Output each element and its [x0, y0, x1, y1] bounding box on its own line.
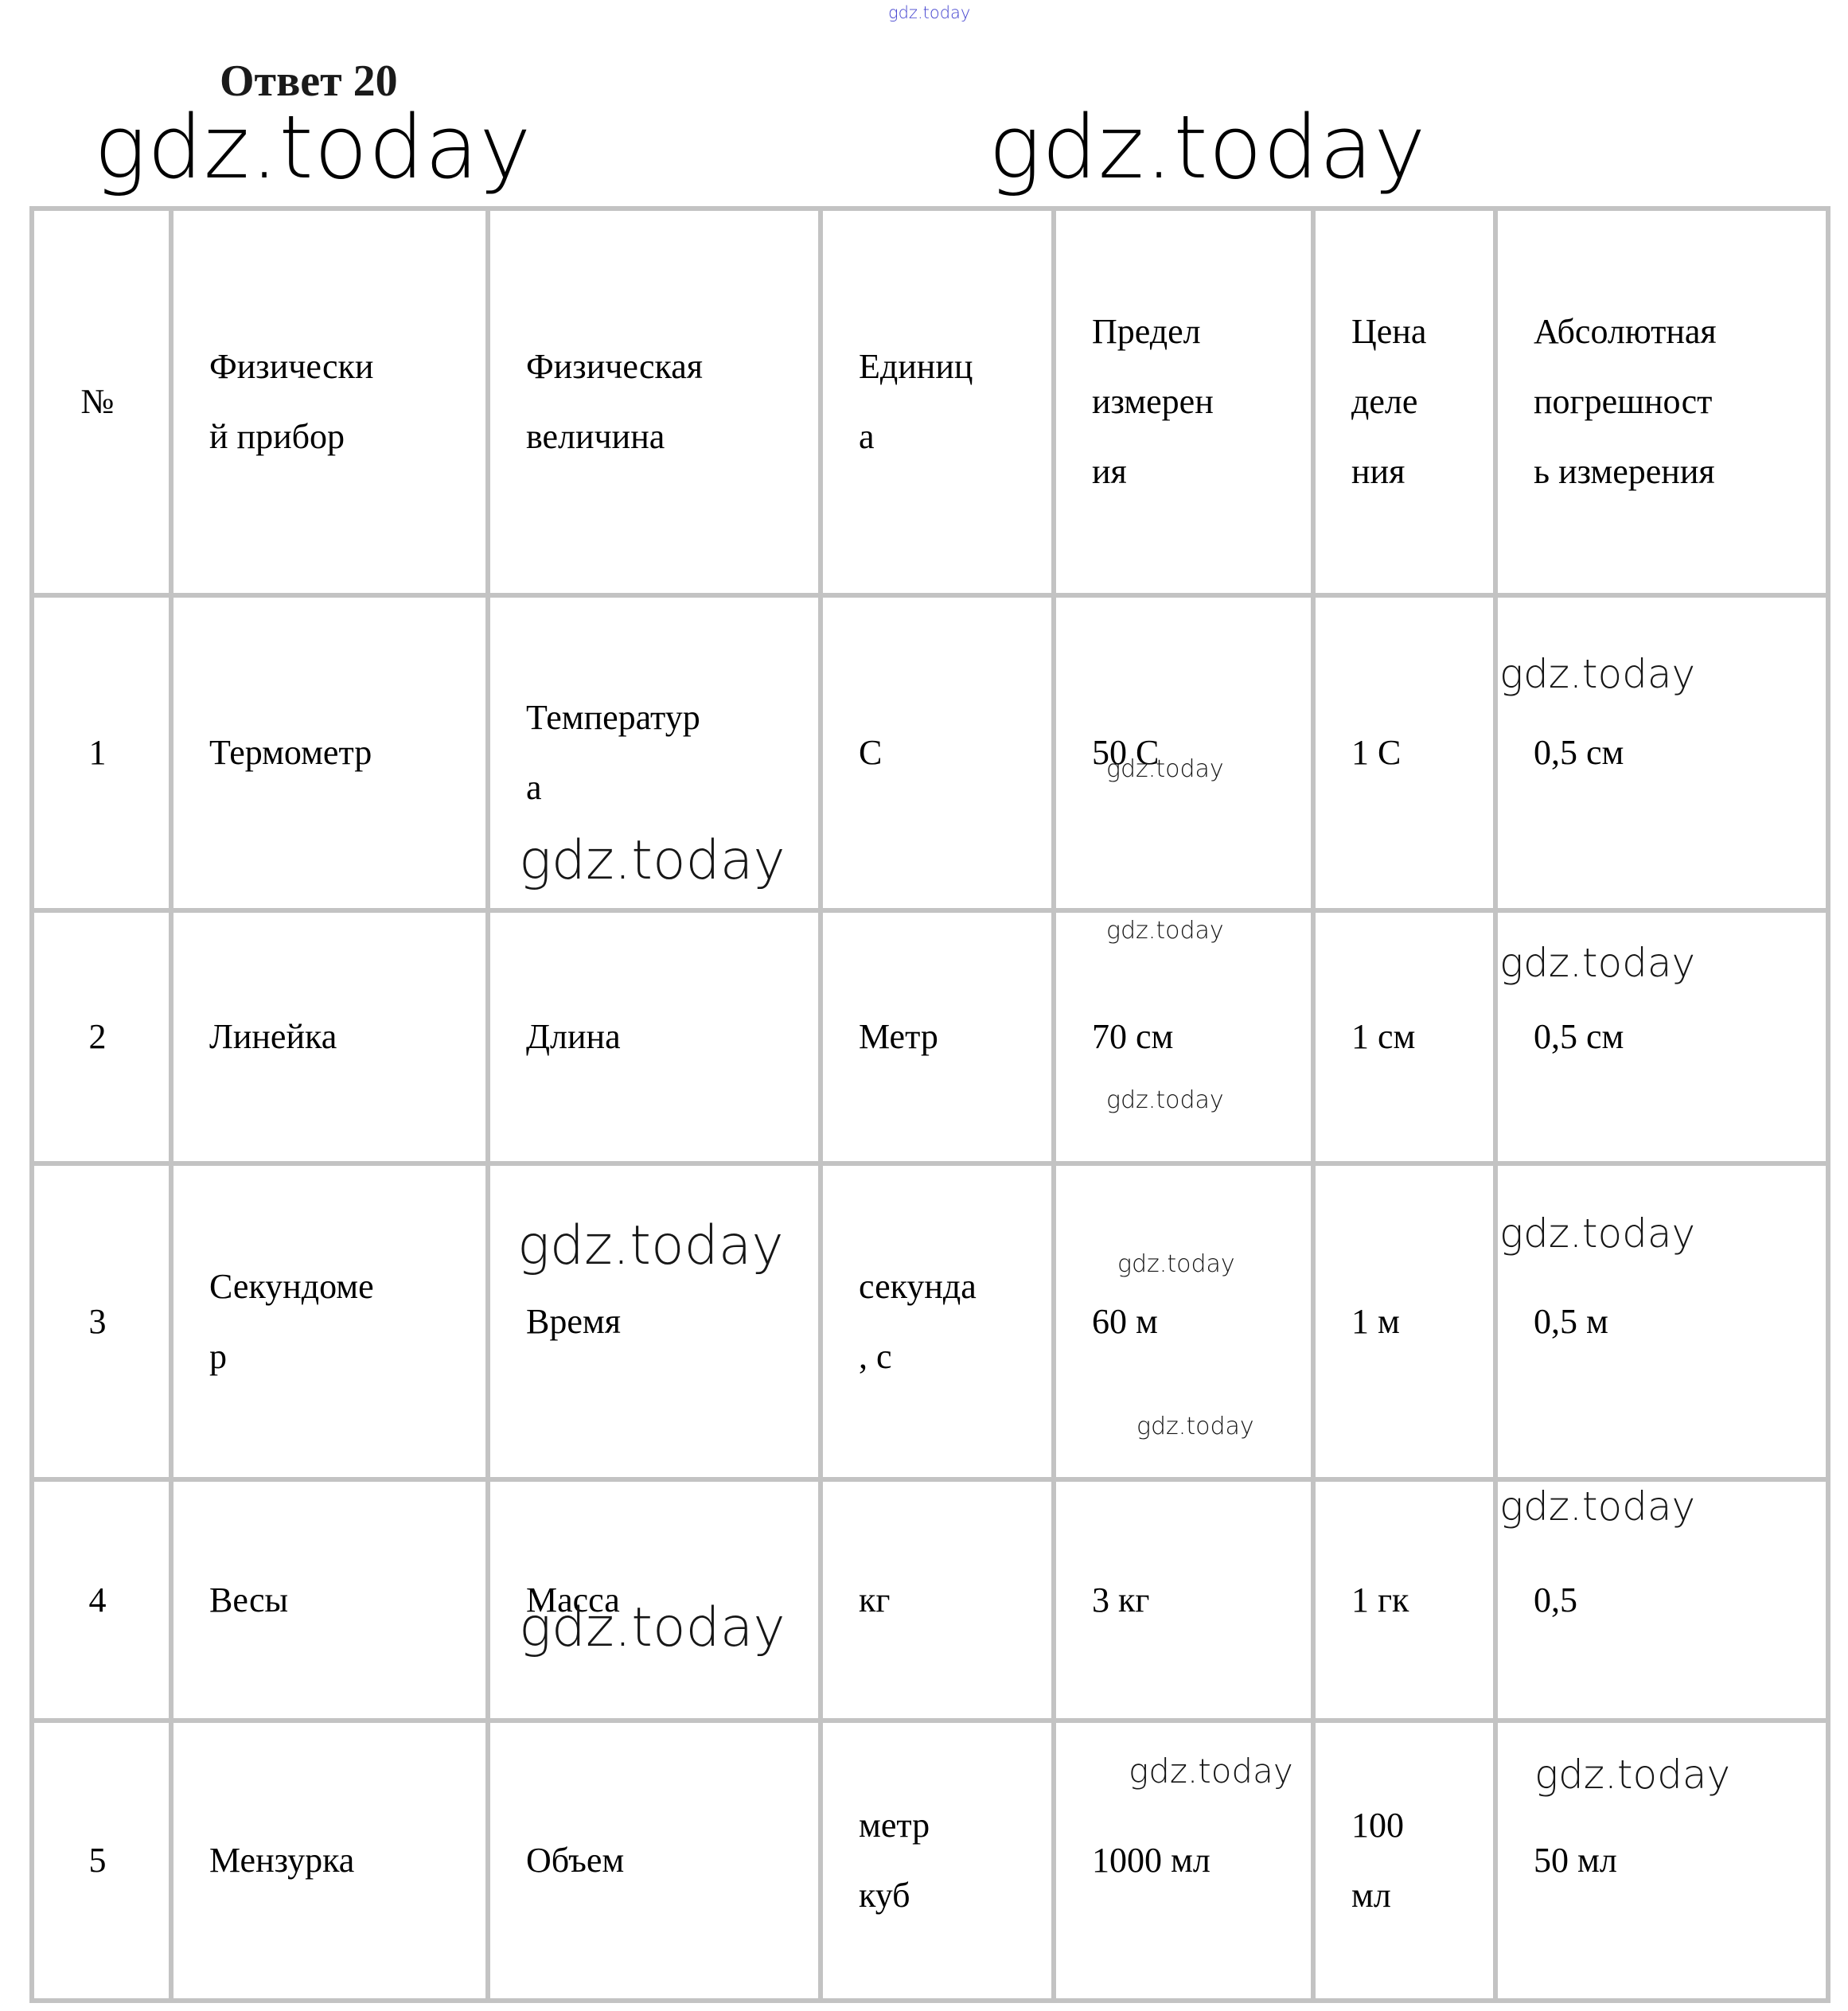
column-header-division: Цена деле ния: [1311, 206, 1498, 598]
cell-limit: 60 м: [1051, 1161, 1316, 1482]
cell-error: 0,5 см: [1493, 593, 1830, 913]
cell-quantity: Объем: [485, 1718, 823, 2003]
gdz-watermark: gdz.today: [1106, 1086, 1224, 1114]
gdz-watermark: gdz.today: [1106, 917, 1224, 945]
cell-limit: 1000 мл: [1051, 1718, 1316, 2003]
cell-quantity: Длина: [485, 908, 823, 1166]
column-header-device: Физически й прибор: [169, 206, 490, 598]
gdz-watermark: gdz.today: [519, 1596, 786, 1659]
cell-error: 0,5 см: [1493, 908, 1830, 1166]
cell-quantity: Время: [485, 1161, 823, 1482]
answer-title: Ответ 20: [220, 57, 398, 106]
cell-num: 4: [29, 1477, 173, 1723]
table-row: 4 Весы Масса кг 3 кг 1 гк 0,5: [29, 1477, 1830, 1723]
column-header-num: №: [29, 206, 173, 598]
column-header-error: Абсолютная погрешност ь измерения: [1493, 206, 1830, 598]
cell-unit: секунда, с: [818, 1161, 1056, 1482]
cell-device: Линейка: [169, 908, 490, 1166]
cell-division: 1 С: [1311, 593, 1498, 913]
cell-division: 1 гк: [1311, 1477, 1498, 1723]
cell-num: 2: [29, 908, 173, 1166]
gdz-watermark: gdz.today: [1117, 1250, 1235, 1278]
gdz-watermark: gdz.today: [1136, 1413, 1254, 1440]
cell-error: 50 мл: [1493, 1718, 1830, 2003]
gdz-watermark: gdz.today: [1106, 755, 1224, 783]
cell-limit: 50 С: [1051, 593, 1316, 913]
table-row: 5 Мензурка Объем метр куб 1000 мл 100 мл 50 мл: [29, 1718, 1830, 2003]
cell-device: Секундоме р: [169, 1161, 490, 1482]
gdz-watermark: gdz.today: [1534, 1752, 1731, 1798]
cell-unit: С: [818, 593, 1056, 913]
cell-device: Мензурка: [169, 1718, 490, 2003]
cell-num: 1: [29, 593, 173, 913]
gdz-watermark-top: gdz.today: [888, 3, 971, 22]
table-header-row: № Физически й прибор Физическая величина Един…: [29, 206, 1830, 598]
cell-division: 1 см: [1311, 908, 1498, 1166]
cell-division: 1 м: [1311, 1161, 1498, 1482]
gdz-logo-left: gdz.today: [94, 96, 532, 198]
gdz-watermark: gdz.today: [519, 829, 786, 892]
cell-quantity: Температур а: [485, 593, 823, 913]
cell-limit: 70 см: [1051, 908, 1316, 1166]
column-header-limit: Предел измерен ия: [1051, 206, 1316, 598]
table-row: 2 Линейка Длина Метр 70 см 1 см 0,5 см: [29, 908, 1830, 1166]
cell-unit: кг: [818, 1477, 1056, 1723]
measurements-table: № Физически й прибор Физическая величина Един…: [29, 206, 1830, 2003]
cell-quantity: Масса: [485, 1477, 823, 1723]
cell-device: Термометр: [169, 593, 490, 913]
cell-device: Весы: [169, 1477, 490, 1723]
column-header-quantity: Физическая величина: [485, 206, 823, 598]
gdz-watermark: gdz.today: [517, 1214, 784, 1277]
cell-num: 3: [29, 1161, 173, 1482]
gdz-watermark: gdz.today: [1499, 940, 1696, 986]
cell-limit: 3 кг: [1051, 1477, 1316, 1723]
cell-num: 5: [29, 1718, 173, 2003]
cell-error: 0,5 м: [1493, 1161, 1830, 1482]
cell-unit: Метр: [818, 908, 1056, 1166]
gdz-watermark: gdz.today: [1499, 1483, 1696, 1530]
column-header-unit: Единиц а: [818, 206, 1056, 598]
gdz-watermark: gdz.today: [1499, 651, 1696, 697]
gdz-logo-right: gdz.today: [988, 96, 1427, 198]
gdz-watermark: gdz.today: [1129, 1752, 1293, 1791]
cell-error: 0,5: [1493, 1477, 1830, 1723]
cell-unit: метр куб: [818, 1718, 1056, 2003]
gdz-watermark: gdz.today: [1499, 1210, 1696, 1257]
cell-division: 100 мл: [1311, 1718, 1498, 2003]
